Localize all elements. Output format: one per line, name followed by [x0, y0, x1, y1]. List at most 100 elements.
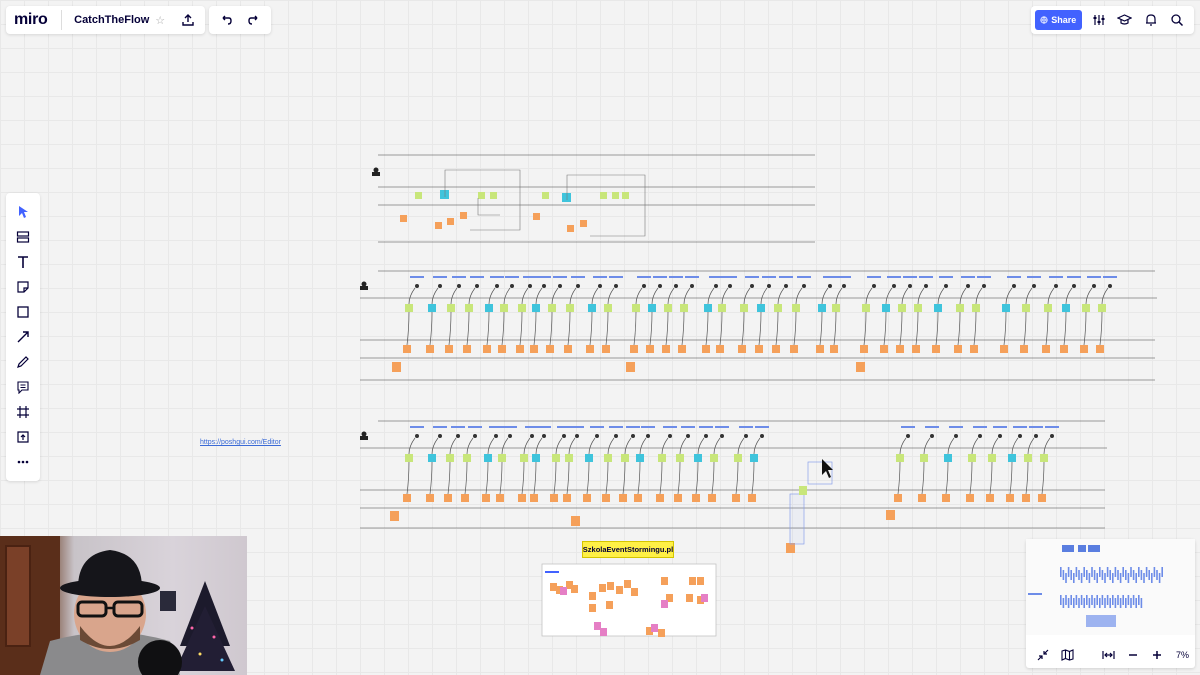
sticky-note	[716, 345, 724, 353]
minimap-view[interactable]	[1026, 539, 1195, 635]
minimap-block	[1138, 595, 1140, 605]
sticky-note	[636, 454, 644, 462]
minimap-block	[1065, 595, 1067, 605]
sticky-note	[1080, 345, 1088, 353]
sticky-note	[461, 494, 469, 502]
minimap-block	[1078, 545, 1086, 552]
miro-logo[interactable]: miro	[14, 11, 48, 28]
more-tools-icon[interactable]	[9, 449, 37, 474]
minimap-block	[1073, 573, 1075, 583]
connector	[605, 461, 609, 495]
title-label	[641, 426, 655, 428]
arrow-tool-icon[interactable]	[9, 324, 37, 349]
actor-icon	[457, 284, 461, 288]
webcam-overlay	[0, 536, 247, 675]
star-icon[interactable]: ☆	[155, 14, 166, 27]
share-button[interactable]: Share	[1035, 10, 1082, 30]
sticky-note	[1024, 454, 1032, 462]
connector	[501, 311, 505, 346]
sticky-note-icon[interactable]	[9, 274, 37, 299]
sticky-note	[856, 362, 865, 372]
upload-icon[interactable]	[179, 6, 197, 34]
sticky-note	[692, 494, 700, 502]
select-tool-icon[interactable]	[9, 199, 37, 224]
sticky-note	[616, 586, 623, 594]
school-sticky-label[interactable]: SzkolaEventStormingu.pl	[582, 541, 674, 558]
actor-icon	[475, 284, 479, 288]
minimap-block	[1101, 595, 1104, 605]
connector	[555, 437, 563, 455]
title-label	[452, 276, 466, 278]
upload-tool-icon[interactable]	[9, 424, 37, 449]
pen-tool-icon[interactable]	[9, 349, 37, 374]
connector	[586, 461, 590, 495]
sticky-note	[460, 212, 467, 219]
connector	[450, 287, 458, 305]
sticky-note	[740, 304, 748, 312]
actor-icon	[562, 434, 566, 438]
connector	[711, 461, 715, 495]
zoom-level[interactable]: 7%	[1175, 649, 1189, 660]
search-icon[interactable]	[1164, 6, 1190, 34]
actor-icon	[690, 284, 694, 288]
sticky-note	[1044, 304, 1052, 312]
redo-icon[interactable]	[240, 6, 268, 34]
sticky-note	[956, 304, 964, 312]
connector	[659, 461, 663, 495]
minimap-block	[1088, 545, 1100, 552]
zoom-in-icon[interactable]	[1146, 644, 1168, 666]
title-label	[468, 426, 482, 428]
zoom-out-icon[interactable]	[1122, 644, 1144, 666]
title-label	[779, 276, 793, 278]
selection-box	[807, 461, 833, 485]
undo-icon[interactable]	[212, 6, 240, 34]
map-icon[interactable]	[1056, 644, 1078, 666]
text-tool-icon[interactable]	[9, 249, 37, 274]
title-label	[901, 426, 915, 428]
sticky-note	[658, 629, 665, 637]
sticky-note	[530, 345, 538, 353]
connector	[591, 287, 599, 305]
minimap-block	[1091, 595, 1093, 605]
connector	[431, 287, 439, 305]
sticky-note	[860, 345, 868, 353]
frame-tool-icon[interactable]	[9, 399, 37, 424]
actor-icon	[1012, 284, 1016, 288]
fit-to-screen-icon[interactable]	[1098, 644, 1120, 666]
connector	[535, 437, 543, 455]
actor-head	[361, 431, 367, 437]
actor-icon	[1018, 434, 1022, 438]
actor-icon	[1054, 284, 1058, 288]
sticky-note	[686, 594, 693, 602]
sticky-note	[988, 454, 996, 462]
title-label	[903, 276, 917, 278]
minimap-block	[1096, 573, 1098, 583]
minimap-block	[1132, 570, 1135, 580]
poshgui-link[interactable]: https://poshgui.com/Editor	[200, 439, 281, 446]
title-label	[755, 426, 769, 428]
sticky-note	[594, 622, 601, 630]
connector	[468, 287, 476, 305]
board-title[interactable]: CatchTheFlow	[74, 14, 150, 26]
connector	[533, 461, 537, 495]
actor-icon	[510, 284, 514, 288]
connector	[567, 311, 571, 346]
collapse-icon[interactable]	[1032, 644, 1054, 666]
sticky-note	[560, 587, 567, 595]
title-label	[593, 276, 607, 278]
sticky-note	[914, 304, 922, 312]
comment-tool-icon[interactable]	[9, 374, 37, 399]
sticky-note	[1096, 345, 1104, 353]
sticky-note	[918, 494, 926, 502]
sticky-note	[970, 345, 978, 353]
bell-icon[interactable]	[1138, 6, 1164, 34]
actor-icon	[1072, 284, 1076, 288]
sticky-note	[400, 215, 407, 222]
graduation-cap-icon[interactable]	[1112, 6, 1138, 34]
settings-sliders-icon[interactable]	[1086, 6, 1112, 34]
sticky-note	[920, 454, 928, 462]
templates-icon[interactable]	[9, 224, 37, 249]
shape-tool-icon[interactable]	[9, 299, 37, 324]
actor-body	[372, 172, 380, 176]
